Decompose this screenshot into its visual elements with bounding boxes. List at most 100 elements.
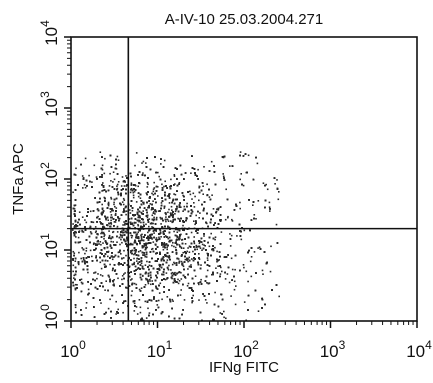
event-dot [102, 182, 104, 184]
event-dot [112, 181, 114, 183]
event-dot [187, 247, 189, 249]
event-dot [144, 254, 146, 256]
event-dot [85, 307, 87, 309]
event-dot [74, 174, 77, 176]
event-dot [184, 277, 187, 279]
event-dot [74, 260, 77, 262]
event-dot [122, 203, 125, 206]
event-dot [138, 299, 141, 301]
event-dot [183, 299, 186, 301]
event-dot [145, 162, 147, 164]
event-dot [89, 231, 92, 233]
event-dot [199, 212, 201, 214]
event-dot [239, 207, 241, 210]
event-dot [129, 191, 132, 194]
event-dot [198, 283, 200, 286]
event-dot [113, 178, 116, 181]
event-dot [125, 175, 127, 177]
event-dot [152, 193, 155, 196]
event-dot [73, 274, 75, 277]
event-dot [133, 190, 136, 193]
event-dot [112, 281, 115, 283]
event-dot [97, 215, 99, 218]
event-dot [110, 196, 112, 199]
event-dot [158, 292, 161, 294]
event-dot [134, 184, 136, 186]
event-dot [74, 288, 77, 291]
event-dot [170, 269, 172, 271]
event-dot [171, 271, 174, 274]
event-dot [188, 256, 190, 259]
event-dot [82, 187, 84, 189]
event-dot [101, 164, 104, 167]
event-dot [94, 226, 97, 228]
event-dot [160, 163, 162, 165]
event-dot [122, 311, 124, 314]
event-dot [168, 202, 171, 204]
event-dot [173, 245, 175, 248]
event-dot [76, 284, 78, 286]
event-dot [102, 242, 104, 244]
event-dot [142, 210, 144, 212]
event-dot [95, 230, 97, 232]
event-dot [111, 294, 113, 297]
event-dot [116, 231, 119, 233]
event-dot [257, 310, 260, 312]
event-dot [278, 295, 280, 298]
event-dot [184, 258, 187, 261]
event-dot [94, 249, 96, 251]
event-dot [137, 223, 139, 226]
event-dot [191, 198, 193, 200]
event-dot [72, 229, 74, 231]
event-dot [165, 220, 167, 223]
event-dot [195, 228, 198, 231]
event-dot [253, 251, 256, 253]
event-dot [215, 267, 217, 269]
event-dot [218, 259, 220, 261]
event-dot [187, 282, 190, 285]
event-dot [255, 218, 257, 220]
event-dot [257, 247, 259, 249]
event-dot [243, 301, 246, 303]
event-dot [110, 198, 113, 200]
event-dot [167, 220, 170, 222]
event-dot [101, 168, 104, 171]
event-dot [142, 274, 144, 277]
event-dot [110, 219, 112, 222]
event-dot [167, 237, 169, 240]
event-dot [93, 164, 96, 167]
event-dot [135, 283, 138, 286]
event-dot [105, 280, 107, 282]
event-dot [198, 217, 200, 219]
event-dot [95, 255, 97, 257]
event-dot [99, 261, 102, 264]
event-dot [150, 283, 152, 286]
event-dot [159, 265, 161, 268]
event-dot [75, 236, 77, 238]
event-dot [166, 218, 168, 221]
event-dot [116, 183, 119, 186]
event-dot [107, 219, 109, 221]
event-dot [133, 302, 136, 305]
event-dot [150, 208, 153, 211]
event-dot [250, 256, 253, 258]
event-dot [106, 260, 109, 262]
event-dot [173, 261, 175, 264]
event-dot [166, 248, 168, 251]
event-dot [262, 182, 265, 184]
event-dot [257, 200, 260, 202]
event-dot [151, 280, 153, 282]
event-dot [200, 264, 202, 266]
event-dot [163, 185, 165, 188]
event-dot [171, 277, 173, 280]
event-dot [131, 290, 133, 292]
event-dot [133, 215, 135, 217]
event-dot [73, 208, 76, 210]
event-dot [172, 242, 174, 244]
event-dot [191, 258, 193, 260]
event-dot [198, 258, 201, 260]
event-dot [208, 245, 211, 248]
event-dot [182, 224, 184, 227]
event-dot [214, 238, 216, 241]
event-dot [115, 207, 118, 209]
